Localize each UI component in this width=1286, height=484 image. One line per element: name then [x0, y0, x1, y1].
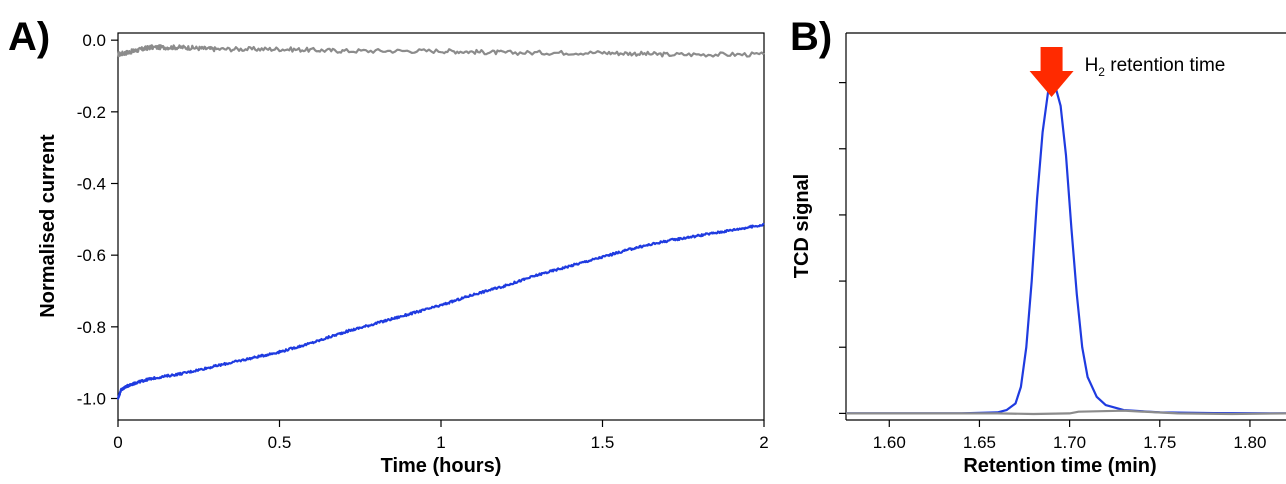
panel-a-x-tick-label: 0.5 — [268, 433, 292, 452]
panel-b-x-axis: 1.60 1.65 1.70 1.75 1.80 — [873, 420, 1266, 452]
panel-a-x-tick-label: 0 — [113, 433, 122, 452]
panel-b-series-0-line — [846, 81, 1286, 415]
panel-a-x-axis-title: Time (hours) — [381, 455, 502, 477]
panel-b-x-tick-label: 1.60 — [873, 433, 906, 452]
panel-a-x-tick-label: 1 — [436, 433, 445, 452]
panel-a-series-1-line — [116, 222, 765, 400]
panel-b-y-axis — [839, 82, 846, 414]
panel-b-label: B) — [790, 15, 832, 59]
panel-a-y-tick-label: -0.4 — [77, 175, 106, 194]
annotation-species: H — [1085, 55, 1099, 76]
panel-a-x-axis: 0 0.5 1 1.5 2 — [113, 420, 769, 452]
panel-a-y-axis-title: Normalised current — [37, 134, 59, 318]
panel-a-y-tick-label: -0.8 — [77, 318, 106, 337]
panel-b-x-tick-label: 1.80 — [1233, 433, 1266, 452]
panel-a-y-tick-label: -0.2 — [77, 103, 106, 122]
panel-a: A) 0 0.5 1 1.5 2 0.0 -0.2 -0.4 -0.6 -0.8 -1.0 Tim… — [8, 15, 769, 477]
panel-b-series-group — [846, 81, 1286, 416]
annotation-label: H2 retention time — [1085, 55, 1226, 79]
annotation-suffix: retention time — [1105, 55, 1225, 76]
panel-a-x-tick-label: 1.5 — [591, 433, 615, 452]
panel-a-series-0-line — [117, 44, 765, 58]
panel-b-x-tick-label: 1.65 — [963, 433, 996, 452]
panel-b-x-tick-label: 1.70 — [1053, 433, 1086, 452]
panel-b-y-axis-title: TCD signal — [791, 174, 813, 278]
panel-a-label: A) — [8, 15, 50, 59]
h2-retention-annotation: H2 retention time — [1029, 47, 1226, 97]
panel-a-y-axis: 0.0 -0.2 -0.4 -0.6 -0.8 -1.0 — [77, 31, 118, 409]
panel-a-series-group — [116, 44, 765, 400]
panel-b-series-1-line — [846, 409, 1286, 416]
panel-b-x-axis-title: Retention time (min) — [963, 455, 1156, 477]
panel-a-y-tick-label: -0.6 — [77, 246, 106, 265]
panel-a-x-tick-label: 2 — [759, 433, 768, 452]
annotation-subscript: 2 — [1098, 65, 1105, 79]
panel-a-plot-frame — [117, 32, 765, 421]
panel-a-y-tick-label: 0.0 — [82, 31, 106, 50]
panel-b-x-tick-label: 1.75 — [1143, 433, 1176, 452]
panel-a-y-tick-label: -1.0 — [77, 390, 106, 409]
down-arrow-icon — [1029, 47, 1074, 97]
panel-b: B) 1.60 1.65 1.70 1.75 1.80 H2 retention tim… — [790, 15, 1286, 477]
